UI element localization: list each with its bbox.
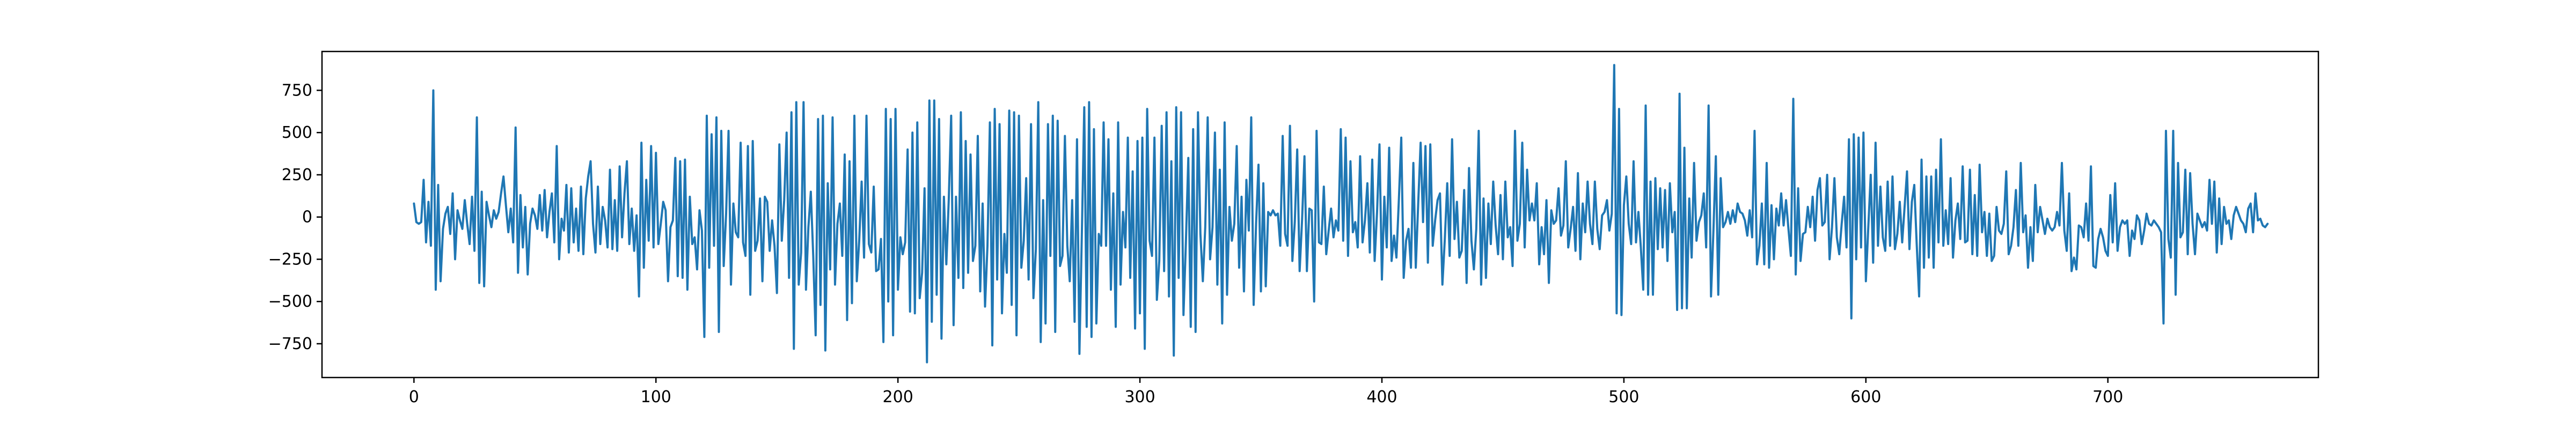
y-tick-label: −250 [268,250,312,269]
x-tick-label: 400 [1366,388,1397,406]
x-tick-label: 200 [883,388,913,406]
series-line-0 [413,64,2269,364]
y-tick-label: −500 [268,292,312,311]
x-tick-label: 500 [1608,388,1639,406]
y-tick-label: −750 [268,335,312,353]
x-tick-label: 600 [1850,388,1881,406]
ticks-layer: 0 100 200 300 400 500 600 700 750 500 250 0 −250 −500… [268,81,2124,406]
axes-frame [321,50,2319,379]
y-tick-label: 500 [282,123,312,142]
y-tick-label: 0 [302,208,312,227]
x-tick-label: 100 [641,388,671,406]
y-tick-label: 250 [282,166,312,184]
y-tick-label: 750 [282,81,312,100]
series-layer [413,64,2269,364]
x-tick-label: 0 [409,388,419,406]
x-tick-label: 700 [2092,388,2123,406]
x-tick-label: 300 [1124,388,1155,406]
